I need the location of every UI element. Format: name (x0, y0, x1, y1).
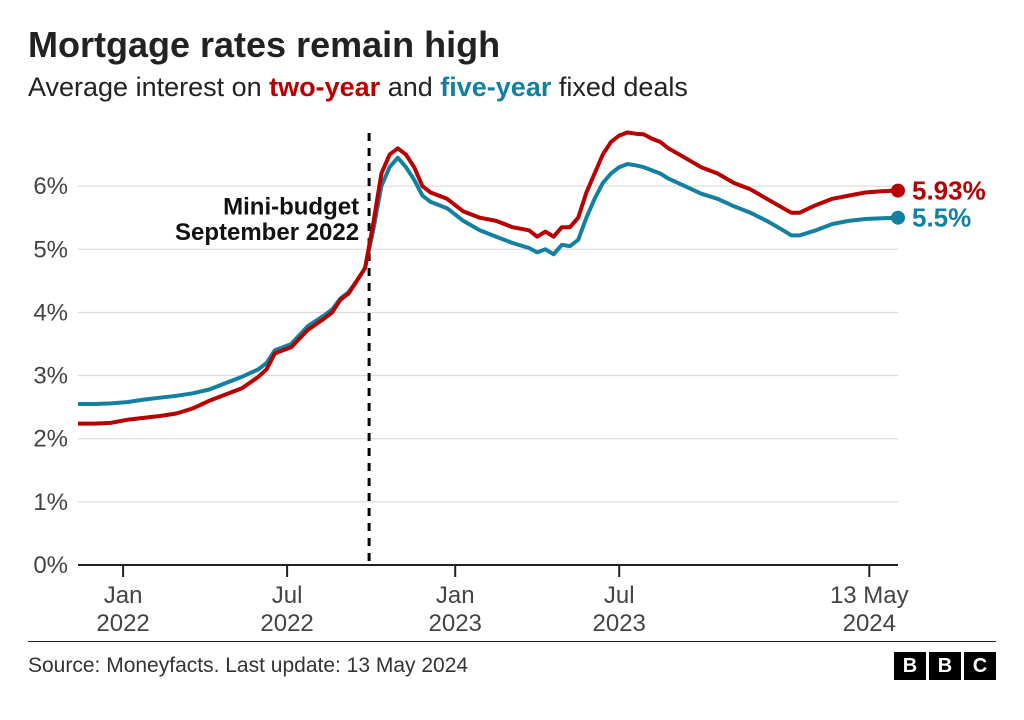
bbc-logo: B B C (894, 652, 996, 680)
chart-title: Mortgage rates remain high (28, 24, 996, 66)
subtitle-suffix: fixed deals (551, 72, 688, 102)
two-year-end-label: 5.93% (912, 176, 986, 206)
y-tick-label: 0% (33, 552, 68, 579)
x-tick-label: 2022 (96, 610, 149, 635)
y-tick-label: 3% (33, 363, 68, 390)
subtitle-prefix: Average interest on (28, 72, 269, 102)
y-tick-label: 6% (33, 173, 68, 200)
logo-letter-1: B (929, 652, 961, 680)
x-tick-label: 2024 (843, 610, 896, 635)
five-year-label: five-year (440, 72, 551, 102)
x-tick-label: 2023 (429, 610, 482, 635)
two-year-label: two-year (269, 72, 380, 102)
x-tick-label: Jan (436, 582, 475, 609)
five-year-end-dot (891, 211, 905, 225)
chart-subtitle: Average interest on two-year and five-ye… (28, 72, 996, 103)
five-year-line (78, 158, 898, 404)
annotation-text-2: September 2022 (175, 219, 359, 246)
x-tick-label: 2022 (260, 610, 313, 635)
five-year-end-label: 5.5% (912, 203, 971, 233)
x-tick-label: Jul (272, 582, 303, 609)
chart-container: Mortgage rates remain high Average inter… (0, 0, 1024, 720)
footer: Source: Moneyfacts. Last update: 13 May … (28, 641, 996, 680)
source-text: Source: Moneyfacts. Last update: 13 May … (28, 654, 468, 678)
y-tick-label: 5% (33, 236, 68, 263)
y-tick-label: 1% (33, 489, 68, 516)
logo-letter-2: C (964, 652, 996, 680)
y-tick-label: 2% (33, 426, 68, 453)
annotation-text-1: Mini-budget (223, 194, 359, 221)
plot-area: 0%1%2%3%4%5%6%Jan2022Jul2022Jan2023Jul20… (28, 115, 996, 635)
x-tick-label: Jan (104, 582, 143, 609)
x-tick-label: Jul (604, 582, 635, 609)
x-tick-label: 13 May (830, 582, 909, 609)
chart-svg: 0%1%2%3%4%5%6%Jan2022Jul2022Jan2023Jul20… (28, 115, 996, 635)
y-tick-label: 4% (33, 299, 68, 326)
logo-letter-0: B (894, 652, 926, 680)
x-tick-label: 2023 (593, 610, 646, 635)
subtitle-middle: and (380, 72, 440, 102)
two-year-end-dot (891, 184, 905, 198)
two-year-line (78, 133, 898, 424)
